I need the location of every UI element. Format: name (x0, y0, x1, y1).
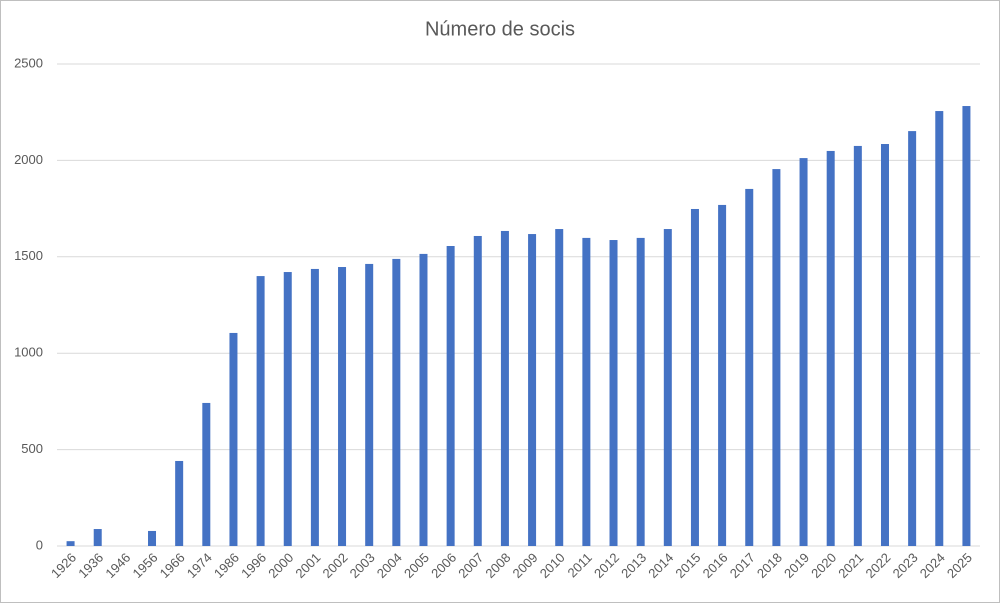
y-tick-label: 1000 (14, 345, 43, 360)
bar (175, 460, 184, 546)
bar (256, 276, 265, 546)
y-tick-label: 500 (21, 441, 43, 456)
bar (93, 529, 102, 546)
bar (690, 208, 699, 546)
bar (718, 204, 727, 546)
bar (962, 106, 971, 547)
bar (745, 188, 754, 547)
y-tick-label: 1500 (14, 248, 43, 263)
bar (283, 272, 292, 546)
bar (66, 541, 75, 546)
y-tick-label: 0 (36, 537, 43, 552)
bar (148, 530, 157, 546)
bar (446, 246, 455, 546)
chart-title: Número de socis (425, 18, 575, 40)
bar (202, 402, 211, 546)
bar (229, 332, 238, 546)
bar (609, 240, 618, 546)
bar (826, 150, 835, 546)
bar (853, 145, 862, 546)
y-tick-label: 2500 (14, 55, 43, 70)
bar (772, 169, 781, 547)
bar (473, 235, 482, 546)
bar (582, 237, 591, 547)
bar (880, 144, 889, 546)
bar (528, 234, 537, 546)
bar (663, 229, 672, 546)
bar (500, 230, 509, 547)
bar (392, 258, 401, 546)
bar (419, 253, 428, 546)
bar (555, 229, 564, 546)
bar (310, 268, 319, 546)
bar (338, 267, 347, 546)
bar (935, 111, 944, 546)
y-tick-label: 2000 (14, 152, 43, 167)
bar (365, 263, 374, 546)
bar (636, 237, 645, 547)
bar (799, 158, 808, 546)
bar (908, 131, 917, 546)
